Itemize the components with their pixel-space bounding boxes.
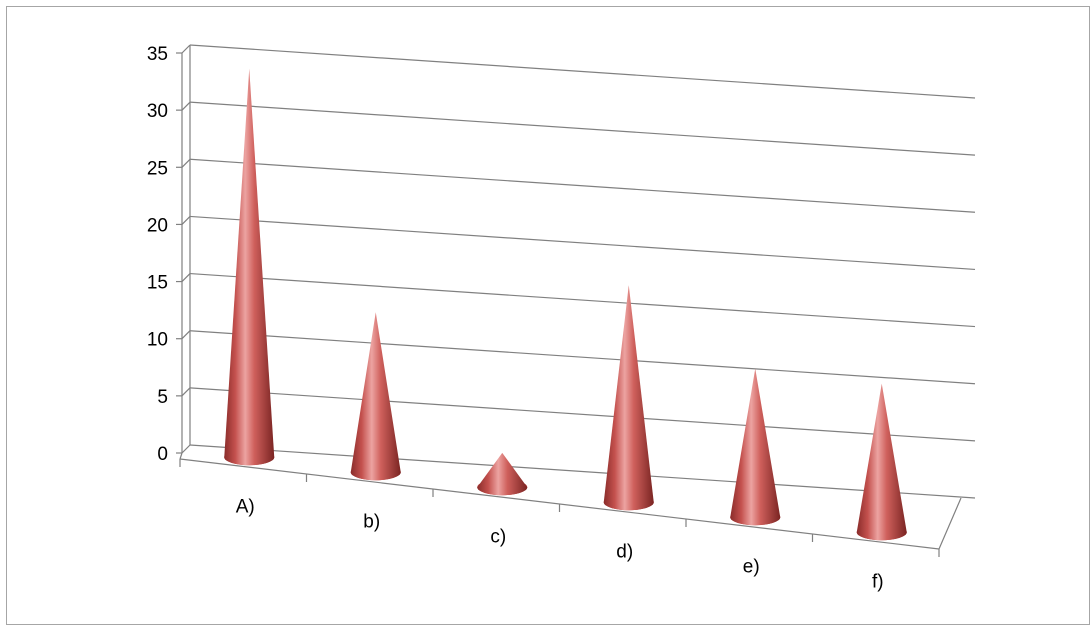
y-tick-label: 35 xyxy=(147,44,168,65)
gridline-depth xyxy=(181,158,191,168)
cone-bar xyxy=(730,368,781,526)
cone-bar xyxy=(224,68,275,466)
x-tick-label: b) xyxy=(363,512,380,533)
x-tick-labels: A) b) c) d) e) f) xyxy=(236,497,884,593)
gridline xyxy=(189,272,976,328)
gridlines xyxy=(181,44,976,499)
axes xyxy=(176,45,962,557)
gridline-depth xyxy=(181,273,191,282)
gridline-depth xyxy=(181,387,191,397)
cones xyxy=(224,68,907,541)
gridline xyxy=(189,330,976,385)
gridline-depth xyxy=(181,444,191,454)
x-tick-label: A) xyxy=(236,497,255,518)
chart-area: 0 5 10 15 20 25 30 35 A) b) c) d) e) f) xyxy=(6,6,1090,625)
x-tick-label: d) xyxy=(616,542,633,563)
y-tick-label: 30 xyxy=(147,101,168,122)
x-tick-label: f) xyxy=(872,572,884,593)
gridline-depth xyxy=(181,216,191,225)
y-tick-label: 15 xyxy=(147,273,168,294)
y-tick-label: 5 xyxy=(157,387,168,408)
y-tick-label: 25 xyxy=(147,158,168,179)
gridline-depth xyxy=(181,44,191,54)
y-tick-label: 20 xyxy=(147,215,168,236)
floor-left-edge xyxy=(179,452,183,460)
gridline xyxy=(189,44,976,99)
y-tick-label: 0 xyxy=(157,444,168,465)
gridline xyxy=(189,158,976,213)
cone-bar xyxy=(477,452,528,496)
gridline-depth xyxy=(181,330,191,340)
y-tick-labels: 0 5 10 15 20 25 30 35 xyxy=(147,44,168,465)
floor-right-edge xyxy=(938,497,962,550)
cone-bar xyxy=(603,285,654,511)
gridline-depth xyxy=(181,101,191,111)
x-tick-label: e) xyxy=(743,557,760,578)
cone-bar xyxy=(856,383,907,541)
y-tick-label: 10 xyxy=(147,330,168,351)
cone-bar xyxy=(350,312,401,481)
x-tick-label: c) xyxy=(490,527,506,548)
cone-chart: 0 5 10 15 20 25 30 35 A) b) c) d) e) f) xyxy=(147,44,976,593)
gridline xyxy=(189,215,976,271)
gridline xyxy=(189,101,976,156)
gridline xyxy=(189,444,976,499)
gridline xyxy=(189,387,976,442)
